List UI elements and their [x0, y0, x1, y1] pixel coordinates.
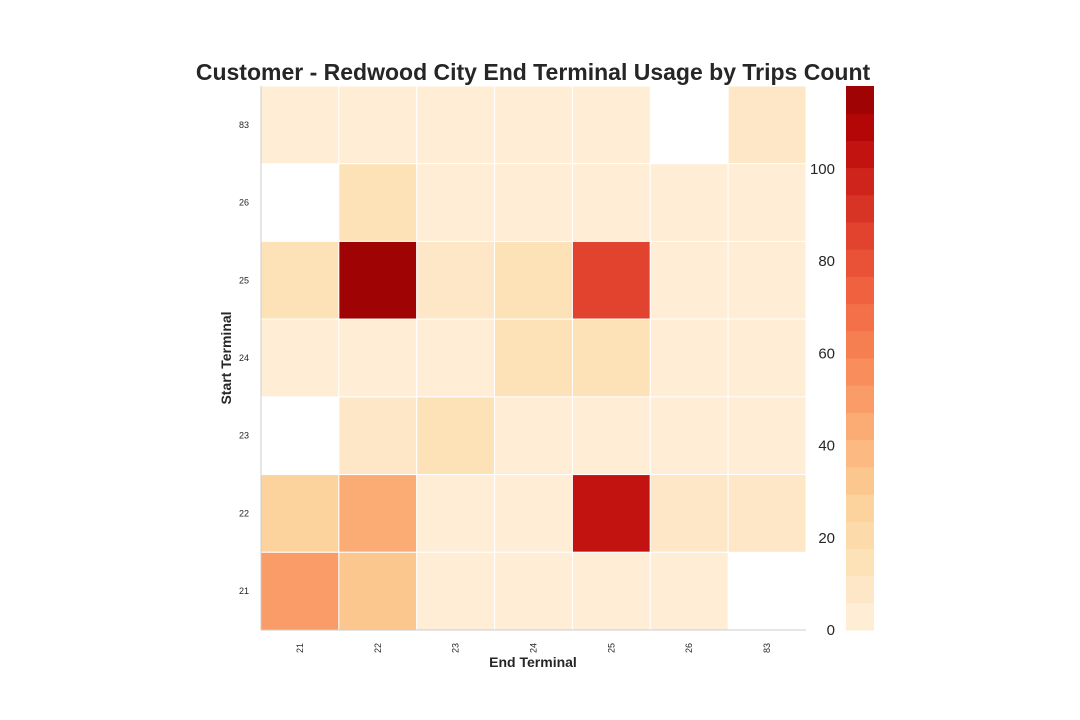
- heatmap-cell: [571, 551, 651, 631]
- heatmap-cell: [727, 396, 807, 476]
- heatmap-cell: [260, 85, 340, 165]
- colorbar-segment: [846, 330, 874, 359]
- colorbar-segment: [846, 439, 874, 468]
- colorbar-segment: [846, 249, 874, 277]
- y-tick-label: 83: [239, 120, 249, 130]
- heatmap-cell: [727, 240, 807, 320]
- y-tick-label: 21: [239, 586, 249, 596]
- colorbar: [846, 86, 874, 631]
- heatmap-cell: [494, 396, 573, 476]
- heatmap-cell: [416, 240, 496, 320]
- heatmap-cell: [494, 551, 573, 631]
- x-tick-label: 26: [684, 643, 694, 653]
- heatmap-cell: [338, 240, 418, 320]
- heatmap-cell: [727, 85, 807, 165]
- x-tick-label: 24: [529, 643, 539, 653]
- colorbar-segment: [846, 602, 874, 631]
- y-tick-label: 22: [239, 508, 249, 518]
- heatmap-cell: [571, 85, 651, 165]
- colorbar-segment: [846, 276, 874, 305]
- heatmap-cell: [649, 551, 729, 631]
- x-tick-label: 21: [295, 643, 305, 653]
- heatmap-cell: [416, 318, 496, 398]
- colorbar-segment: [846, 575, 874, 604]
- heatmap-cell: [416, 396, 496, 476]
- heatmap-cell: [571, 474, 651, 553]
- heatmap-cell: [260, 240, 340, 320]
- colorbar-tick-label: 80: [818, 253, 835, 270]
- heatmap-cell: [494, 240, 573, 320]
- heatmap-cell: [338, 474, 418, 553]
- heatmap-cell: [649, 163, 729, 242]
- x-tick-labels: 21 22 23 24 25 26 83: [295, 643, 772, 653]
- colorbar-segment: [846, 494, 874, 522]
- y-tick-label: 25: [239, 275, 249, 285]
- heatmap-cells: [260, 85, 807, 631]
- heatmap-cell: [571, 396, 651, 476]
- colorbar-tick-labels: 0 20 40 60 80 100: [810, 161, 835, 639]
- x-tick-label: 83: [762, 643, 772, 653]
- heatmap-cell: [649, 318, 729, 398]
- colorbar-segment: [846, 86, 874, 114]
- heatmap-cell: [416, 551, 496, 631]
- colorbar-segment: [846, 140, 874, 169]
- x-tick-label: 22: [373, 643, 383, 653]
- heatmap-cell: [494, 85, 573, 165]
- heatmap-cell: [494, 474, 573, 553]
- colorbar-segment: [846, 385, 874, 413]
- colorbar-segment: [846, 167, 874, 196]
- heatmap-cell: [571, 318, 651, 398]
- heatmap-cell: [727, 474, 807, 553]
- heatmap-cell: [727, 318, 807, 398]
- x-axis-label: End Terminal: [489, 654, 577, 670]
- colorbar-segment: [846, 466, 874, 495]
- heatmap-cell: [338, 163, 418, 242]
- heatmap-cell: [338, 318, 418, 398]
- y-tick-label: 23: [239, 431, 249, 441]
- x-tick-label: 23: [451, 643, 461, 653]
- heatmap-cell: [338, 85, 418, 165]
- y-tick-labels: 83 26 25 24 23 22 21: [239, 120, 249, 596]
- y-tick-label: 24: [239, 353, 249, 363]
- heatmap-cell: [260, 551, 340, 631]
- colorbar-tick-label: 20: [818, 530, 835, 547]
- chart-title: Customer - Redwood City End Terminal Usa…: [196, 59, 871, 85]
- colorbar-segment: [846, 412, 874, 441]
- heatmap-cell: [260, 318, 340, 398]
- heatmap-cell: [494, 318, 573, 398]
- heatmap-cell: [416, 85, 496, 165]
- colorbar-tick-label: 0: [827, 622, 835, 639]
- colorbar-segment: [846, 113, 874, 141]
- y-axis-label: Start Terminal: [218, 311, 234, 404]
- colorbar-segment: [846, 548, 874, 577]
- heatmap-cell: [338, 551, 418, 631]
- colorbar-tick-label: 100: [810, 161, 835, 178]
- colorbar-segment: [846, 194, 874, 223]
- heatmap-cell: [649, 396, 729, 476]
- colorbar-segment: [846, 521, 874, 549]
- colorbar-tick-label: 40: [818, 438, 835, 455]
- heatmap-cell: [416, 474, 496, 553]
- heatmap-cell: [727, 163, 807, 242]
- colorbar-segment: [846, 358, 874, 386]
- colorbar-segment: [846, 303, 874, 332]
- heatmap-cell: [260, 474, 340, 553]
- y-tick-label: 26: [239, 198, 249, 208]
- heatmap-cell: [571, 240, 651, 320]
- heatmap-cell: [649, 474, 729, 553]
- heatmap-cell: [494, 163, 573, 242]
- x-tick-label: 25: [606, 643, 616, 653]
- colorbar-segment: [846, 222, 874, 250]
- heatmap-cell: [416, 163, 496, 242]
- heatmap-cell: [649, 240, 729, 320]
- colorbar-tick-label: 60: [818, 345, 835, 362]
- heatmap-cell: [338, 396, 418, 476]
- heatmap-cell: [571, 163, 651, 242]
